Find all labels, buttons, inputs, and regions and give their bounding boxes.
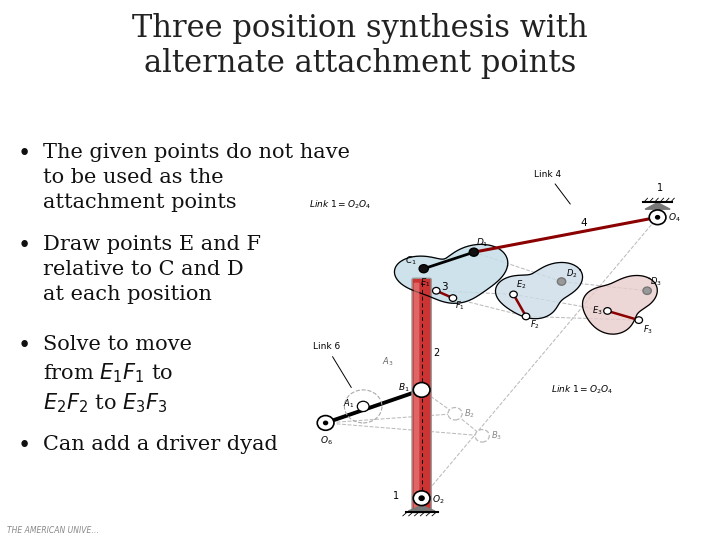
- Text: Draw points E and F
relative to C and D
at each position: Draw points E and F relative to C and D …: [43, 235, 261, 304]
- Circle shape: [419, 265, 428, 273]
- Text: $E_2$: $E_2$: [516, 278, 526, 291]
- Text: Can add a driver dyad: Can add a driver dyad: [43, 435, 278, 454]
- Text: $E_1$: $E_1$: [420, 276, 431, 289]
- Text: •: •: [18, 143, 31, 165]
- Polygon shape: [395, 245, 508, 303]
- Text: 2: 2: [433, 348, 440, 358]
- Polygon shape: [495, 262, 582, 319]
- Text: $Link\ 1 = O_2O_4$: $Link\ 1 = O_2O_4$: [551, 383, 613, 396]
- Text: $C_1$: $C_1$: [405, 254, 417, 267]
- Text: $F_3$: $F_3$: [643, 323, 653, 335]
- Circle shape: [649, 210, 666, 225]
- Circle shape: [323, 421, 328, 426]
- Text: $D_1$: $D_1$: [476, 236, 488, 248]
- Text: $A_3$: $A_3$: [382, 355, 394, 368]
- Text: $B_1$: $B_1$: [398, 382, 410, 394]
- Text: $B_3$: $B_3$: [491, 429, 503, 442]
- Circle shape: [413, 382, 430, 397]
- Circle shape: [655, 215, 660, 220]
- Text: $E_3$: $E_3$: [592, 305, 603, 317]
- Circle shape: [433, 287, 440, 294]
- Polygon shape: [582, 275, 657, 334]
- Circle shape: [475, 429, 490, 442]
- Text: $F_2$: $F_2$: [530, 318, 540, 331]
- Circle shape: [357, 401, 369, 411]
- Text: 4: 4: [580, 219, 587, 228]
- Text: $F_1$: $F_1$: [455, 300, 465, 313]
- Text: •: •: [18, 335, 31, 357]
- Circle shape: [557, 278, 566, 285]
- Text: $D_2$: $D_2$: [566, 267, 577, 280]
- Text: $A_1$: $A_1$: [343, 397, 354, 410]
- Circle shape: [469, 248, 478, 256]
- Text: The given points do not have
to be used as the
attachment points: The given points do not have to be used …: [43, 143, 350, 212]
- FancyBboxPatch shape: [414, 282, 419, 508]
- Text: •: •: [18, 235, 31, 257]
- Text: Link 4: Link 4: [534, 170, 570, 204]
- Text: $O_6$: $O_6$: [320, 435, 333, 447]
- Circle shape: [448, 408, 462, 420]
- Text: $Link\ 1 = O_2O_4$: $Link\ 1 = O_2O_4$: [309, 198, 371, 211]
- Circle shape: [449, 295, 456, 301]
- Text: $O_2$: $O_2$: [432, 494, 444, 507]
- FancyBboxPatch shape: [412, 278, 431, 512]
- Text: Three position synthesis with
alternate attachment points: Three position synthesis with alternate …: [132, 14, 588, 79]
- Text: •: •: [18, 435, 31, 457]
- Text: 5: 5: [360, 404, 366, 414]
- Circle shape: [635, 317, 642, 323]
- Text: Solve to move
from $E_1F_1$ to
$E_2F_2$ to $E_3F_3$: Solve to move from $E_1F_1$ to $E_2F_2$ …: [43, 335, 192, 415]
- Text: $O_4$: $O_4$: [668, 211, 680, 224]
- Circle shape: [522, 313, 530, 320]
- Text: $B_2$: $B_2$: [464, 408, 475, 420]
- Circle shape: [413, 491, 430, 505]
- Circle shape: [510, 291, 517, 298]
- Text: THE AMERICAN UNIVE…: THE AMERICAN UNIVE…: [7, 525, 99, 535]
- Circle shape: [318, 416, 334, 430]
- Polygon shape: [408, 505, 435, 511]
- Polygon shape: [645, 202, 670, 209]
- Circle shape: [603, 308, 611, 314]
- Text: $D_3$: $D_3$: [650, 275, 662, 288]
- Text: 1: 1: [657, 184, 662, 193]
- Circle shape: [419, 496, 424, 501]
- Circle shape: [643, 287, 652, 294]
- Text: 1: 1: [392, 491, 399, 501]
- Text: 3: 3: [441, 281, 448, 292]
- Text: Link 6: Link 6: [313, 342, 351, 388]
